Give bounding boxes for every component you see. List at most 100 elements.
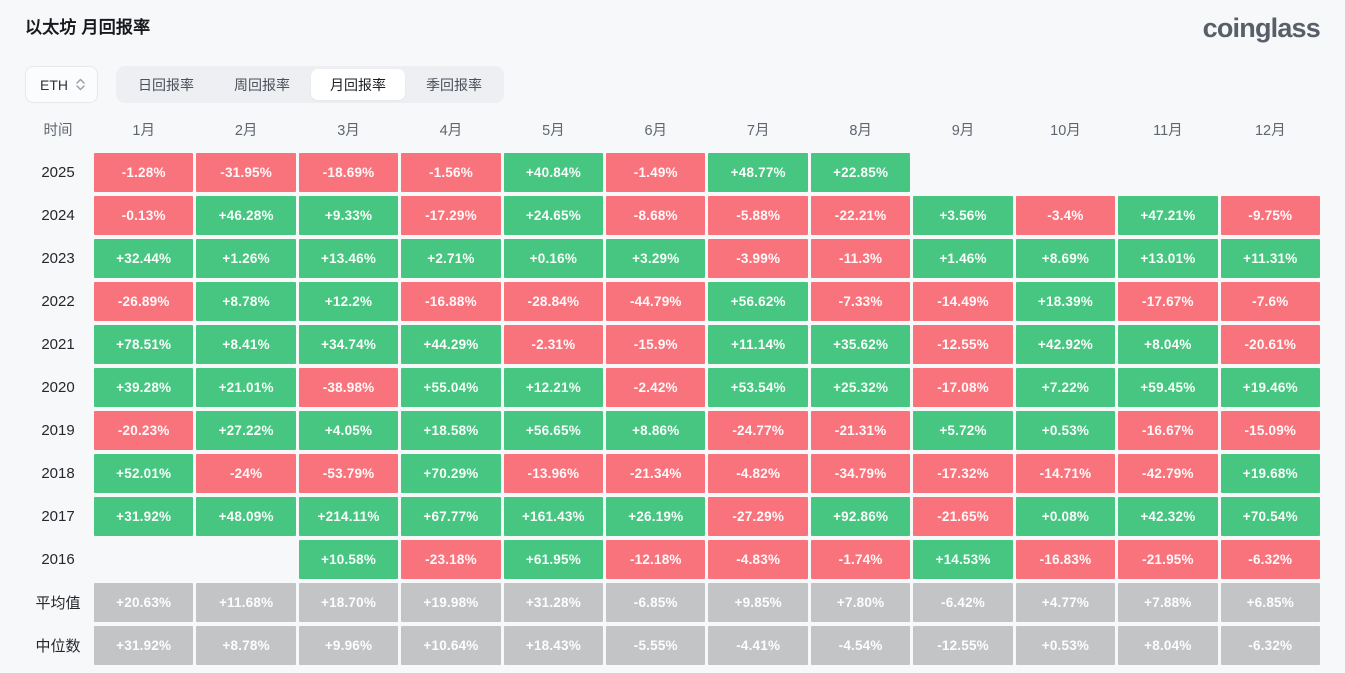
row-label: 2017 (41, 508, 75, 525)
return-cell: -5.88% (708, 196, 808, 235)
return-cell: -6.32% (1220, 540, 1320, 579)
column-header-month-5: 5月 (542, 123, 565, 139)
tab-weekly-returns[interactable]: 周回报率 (234, 76, 290, 93)
return-cell: -22.21% (810, 196, 911, 235)
column-header-month-1: 1月 (132, 123, 155, 139)
empty-cell (94, 540, 193, 579)
return-cell: +11.14% (708, 325, 808, 364)
return-cell: -15.09% (1220, 411, 1320, 450)
return-cell: +61.95% (503, 540, 604, 579)
return-cell: +12.21% (503, 368, 604, 407)
row-label: 2025 (41, 164, 75, 181)
return-cell: +47.21% (1118, 196, 1218, 235)
return-cell: +4.05% (298, 411, 399, 450)
return-cell: +7.80% (810, 583, 911, 622)
return-cell: +8.04% (1118, 626, 1218, 665)
return-cell: +9.33% (298, 196, 399, 235)
return-cell: -31.95% (196, 153, 296, 192)
return-cell: -24% (196, 454, 296, 493)
return-cell: +11.68% (196, 583, 296, 622)
return-cell: -6.42% (913, 583, 1013, 622)
return-cell: +32.44% (94, 239, 194, 278)
coin-select-value: ETH (40, 76, 68, 93)
return-cell: +21.01% (196, 368, 296, 407)
return-cell: -4.54% (810, 626, 911, 665)
row-label: 2016 (41, 551, 75, 568)
tab-monthly-returns[interactable]: 月回报率 (311, 69, 405, 100)
return-cell: +10.58% (298, 540, 399, 579)
return-cell: +6.85% (1220, 583, 1320, 622)
return-cell: -17.67% (1118, 282, 1218, 321)
return-cell: +3.29% (606, 239, 706, 278)
return-cell: -16.83% (1015, 540, 1116, 579)
return-cell: -12.18% (606, 540, 706, 579)
return-cell: +214.11% (298, 497, 399, 536)
return-cell: -4.41% (708, 626, 808, 665)
return-cell: -42.79% (1118, 454, 1218, 493)
return-cell: -2.31% (503, 325, 604, 364)
column-header-month-10: 10月 (1050, 123, 1081, 139)
column-header-month-3: 3月 (337, 123, 360, 139)
column-header-month-11: 11月 (1153, 123, 1183, 139)
return-cell: -13.96% (503, 454, 604, 493)
row-label: 2022 (41, 293, 75, 310)
coinglass-logo[interactable]: coinglass (1202, 13, 1321, 43)
column-header-month-8: 8月 (849, 123, 872, 139)
return-cell: -1.49% (606, 153, 706, 192)
return-cell: +53.54% (708, 368, 808, 407)
return-cell: +18.43% (503, 626, 604, 665)
return-cell: -1.56% (401, 153, 501, 192)
updown-chevron-icon (76, 78, 85, 91)
return-cell: +18.70% (298, 583, 399, 622)
return-cell: +31.92% (94, 626, 194, 665)
return-cell: -53.79% (298, 454, 399, 493)
row-label: 2021 (41, 336, 75, 353)
return-cell: +55.04% (401, 368, 501, 407)
return-cell: -15.9% (606, 325, 706, 364)
tab-daily-returns[interactable]: 日回报率 (138, 76, 194, 93)
return-cell: +24.65% (503, 196, 604, 235)
return-cell: -17.08% (913, 368, 1013, 407)
return-cell: +2.71% (401, 239, 501, 278)
return-cell: -21.34% (606, 454, 706, 493)
return-cell: -6.32% (1220, 626, 1320, 665)
return-cell: +161.43% (503, 497, 604, 536)
column-header-month-7: 7月 (746, 123, 770, 139)
return-cell: +48.77% (708, 153, 808, 192)
row-label: 2018 (41, 465, 75, 482)
column-header-month-6: 6月 (644, 123, 668, 139)
return-cell: -1.28% (94, 153, 194, 192)
controls-bar: ETH 日回报率 周回报率 月回报率 季回报率 (25, 66, 1320, 103)
return-cell: +7.88% (1118, 583, 1218, 622)
return-cell: -16.88% (401, 282, 501, 321)
return-cell: +20.63% (94, 583, 194, 622)
return-cell: -0.13% (94, 196, 194, 235)
return-cell: -23.18% (401, 540, 501, 579)
return-cell: +12.2% (298, 282, 399, 321)
return-cell: -16.67% (1118, 411, 1218, 450)
column-header-month-9: 9月 (951, 123, 975, 139)
return-cell: +7.22% (1015, 368, 1116, 407)
tab-quarterly-returns[interactable]: 季回报率 (426, 76, 482, 93)
empty-cell (1221, 153, 1320, 192)
return-cell: +19.98% (401, 583, 501, 622)
return-cell: +9.96% (298, 626, 399, 665)
row-label: 2023 (41, 250, 75, 267)
return-cell: +56.62% (708, 282, 808, 321)
return-cell: -34.79% (810, 454, 911, 493)
return-cell: +18.39% (1015, 282, 1116, 321)
coin-select[interactable]: ETH (25, 66, 98, 103)
return-cell: +48.09% (196, 497, 296, 536)
column-header-month-2: 2月 (234, 123, 258, 139)
return-cell: -12.55% (913, 626, 1013, 665)
return-cell: -7.33% (810, 282, 911, 321)
return-cell: +3.56% (913, 196, 1013, 235)
return-cell: -24.77% (708, 411, 808, 450)
return-cell: -20.61% (1220, 325, 1320, 364)
return-cell: +8.04% (1118, 325, 1218, 364)
return-cell: +18.58% (401, 411, 501, 450)
return-cell: +19.68% (1220, 454, 1320, 493)
return-cell: +34.74% (298, 325, 399, 364)
return-cell: -27.29% (708, 497, 808, 536)
